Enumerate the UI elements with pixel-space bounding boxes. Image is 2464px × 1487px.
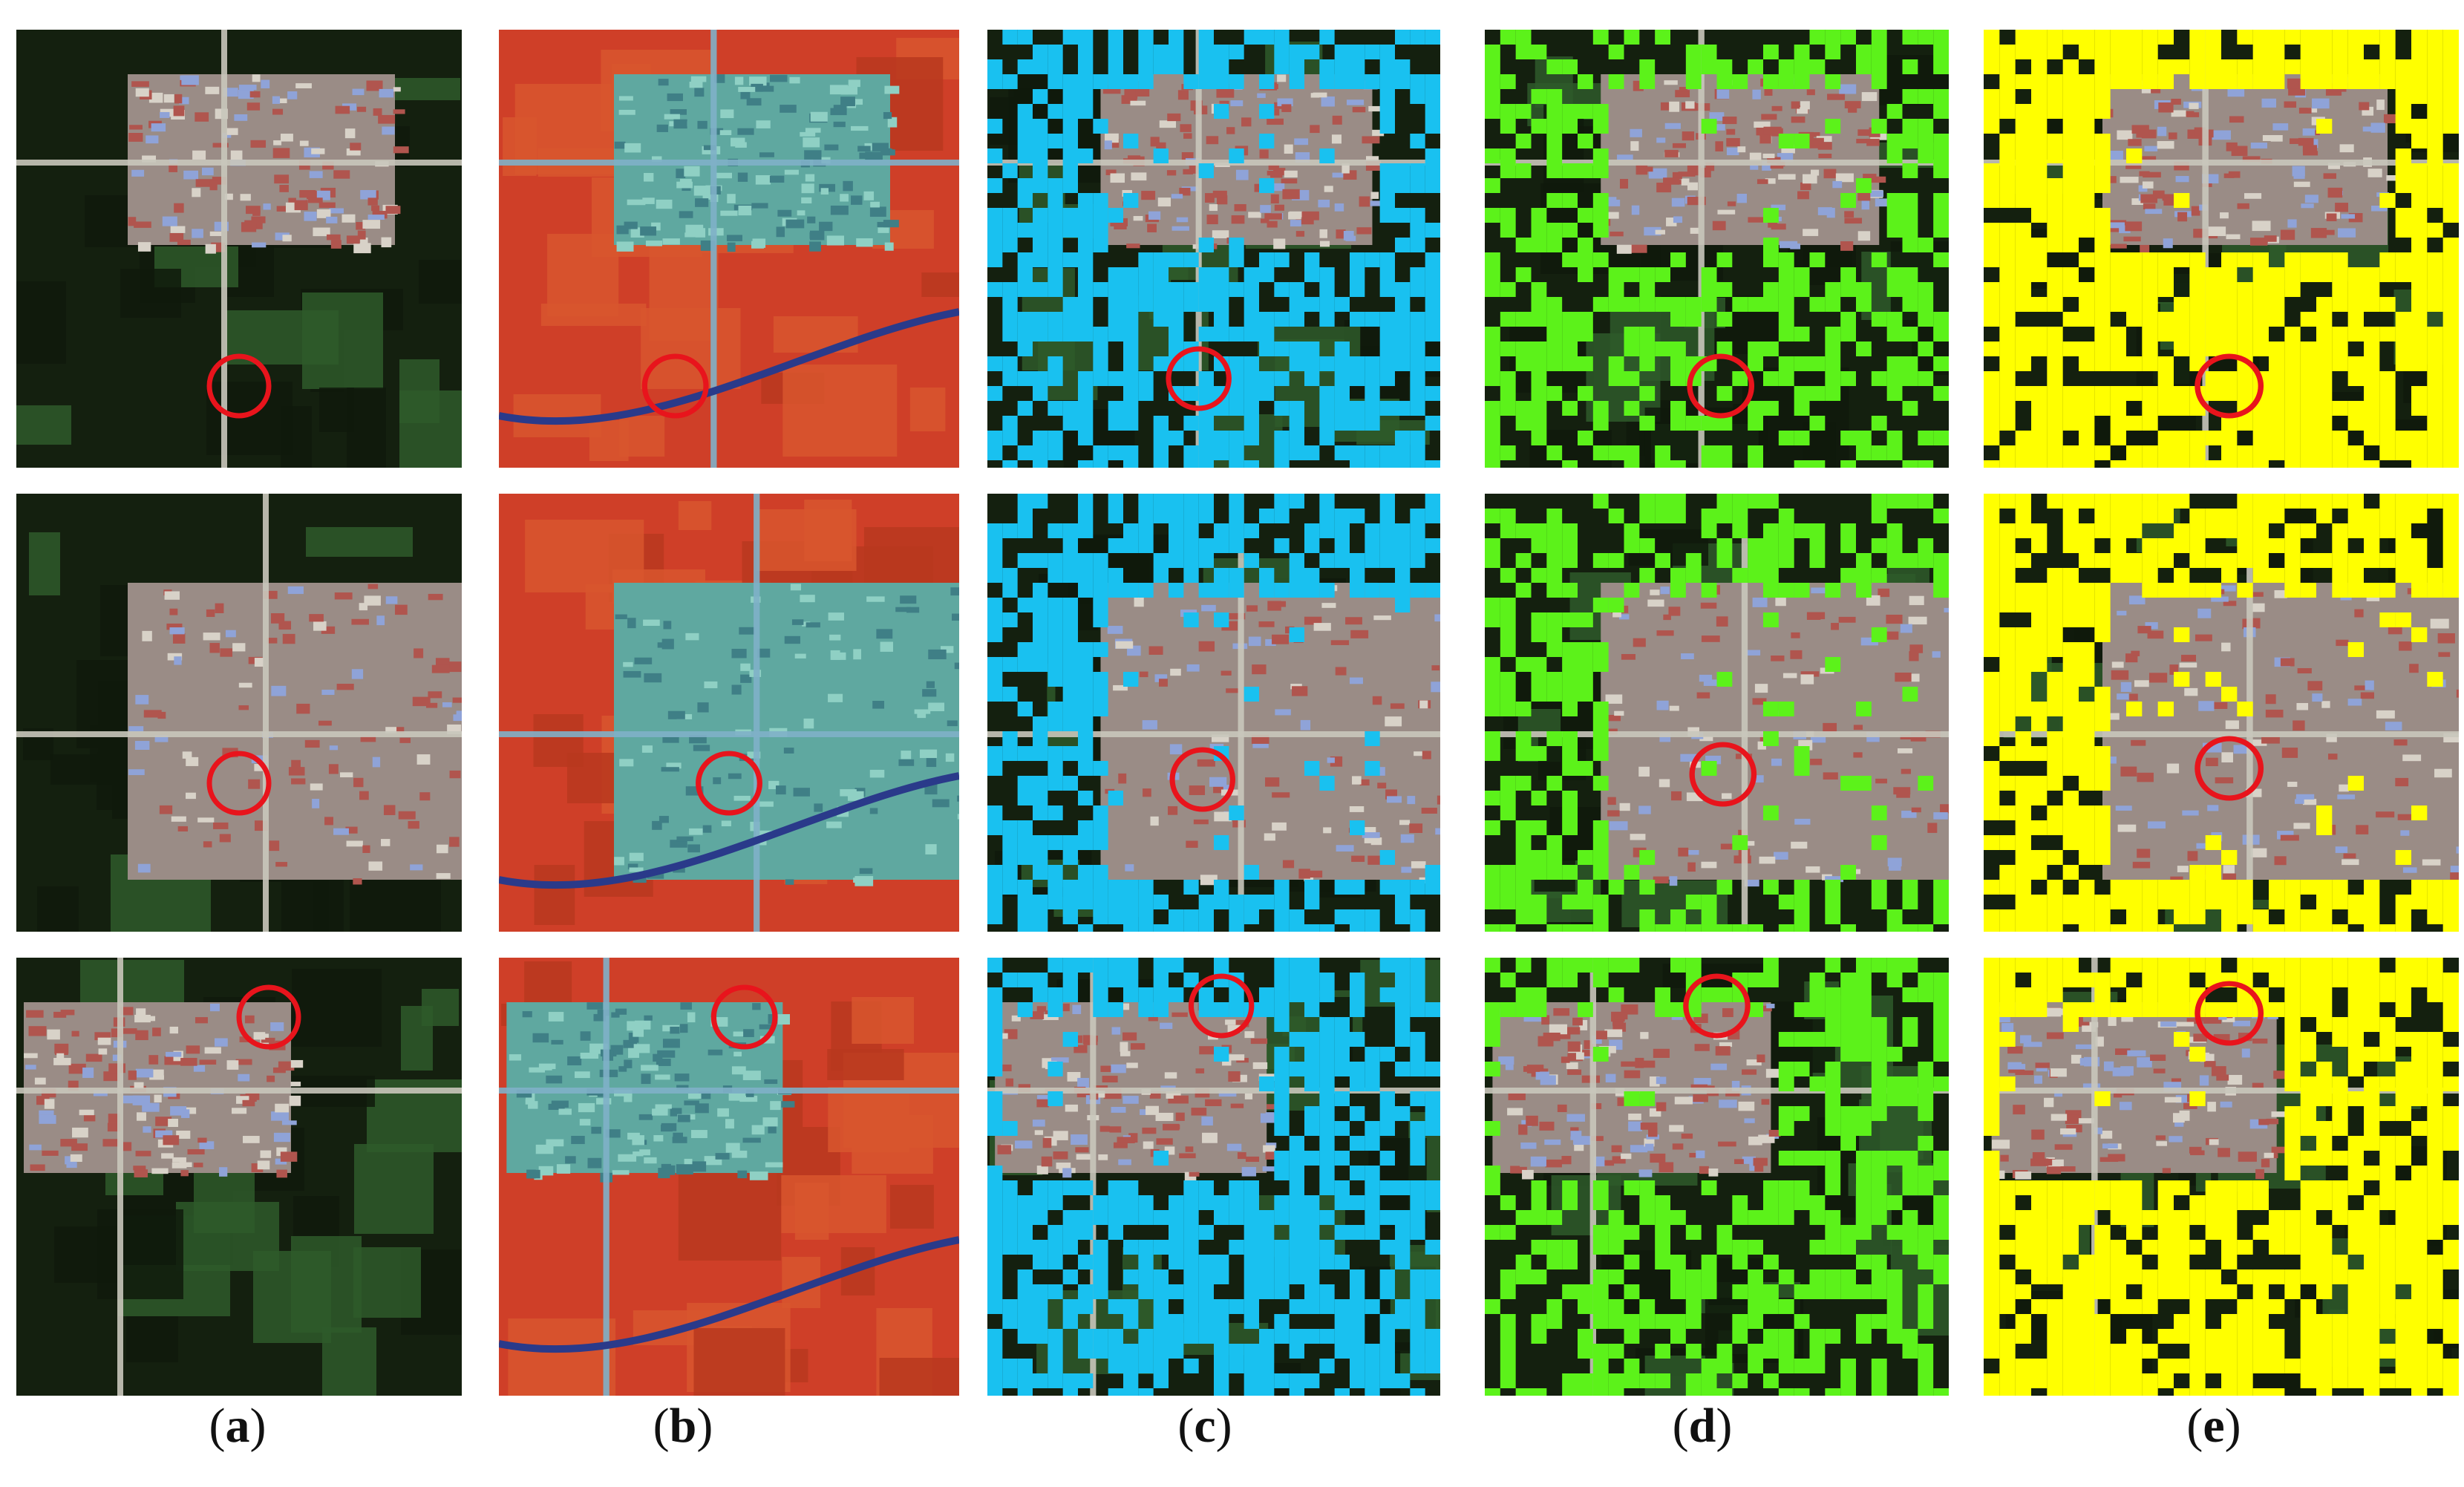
image-tile-r1-false-color xyxy=(499,30,959,468)
image-tile-r1-classification-cyan xyxy=(987,30,1440,468)
image-tile-r1-true-color xyxy=(16,30,462,468)
panel-label-d: (d) xyxy=(1672,1399,1733,1453)
image-tile-r1-classification-green xyxy=(1485,30,1949,468)
image-tile-r2-false-color xyxy=(499,494,959,932)
image-tile-r2-classification-cyan xyxy=(987,494,1440,932)
panel-label-a: (a) xyxy=(209,1399,267,1453)
image-tile-r3-classification-cyan xyxy=(987,958,1440,1396)
image-tile-r2-true-color xyxy=(16,494,462,932)
panel-label-b: (b) xyxy=(653,1399,713,1453)
image-tile-r1-classification-yellow xyxy=(1984,30,2459,468)
panel-label-c: (c) xyxy=(1177,1399,1232,1453)
image-tile-r3-true-color xyxy=(16,958,462,1396)
image-tile-r2-classification-green xyxy=(1485,494,1949,932)
panel-label-e: (e) xyxy=(2186,1399,2241,1453)
image-tile-r2-classification-yellow xyxy=(1984,494,2459,932)
image-tile-r3-classification-yellow xyxy=(1984,958,2459,1396)
image-tile-r3-false-color xyxy=(499,958,959,1396)
image-tile-r3-classification-green xyxy=(1485,958,1949,1396)
